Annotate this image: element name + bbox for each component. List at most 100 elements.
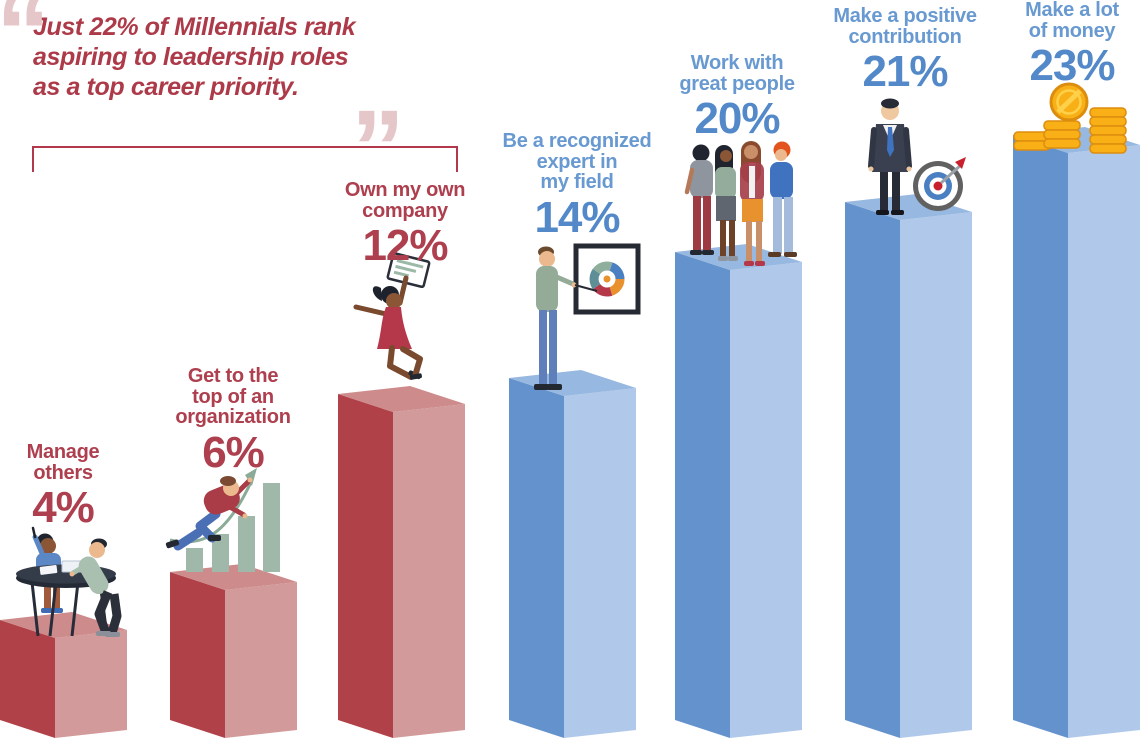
bar-label-recognized-expert: Be a recognized expert in my field 14%	[477, 131, 677, 239]
presenter-shoe	[534, 384, 549, 390]
coin-stack-right	[1089, 107, 1127, 154]
gold-coins-illustration	[1013, 82, 1127, 154]
bar-own-company	[338, 386, 465, 738]
bar-category: Work with great people	[679, 52, 795, 95]
presenter-leg	[549, 310, 557, 385]
leadership-group-bracket	[32, 146, 458, 172]
papers	[39, 565, 58, 575]
bar-label-great-people: Work with great people 20%	[637, 52, 837, 143]
bar-top-face	[845, 194, 972, 220]
bar-lot-of-money	[1013, 127, 1140, 738]
climber-front-leg	[195, 509, 221, 543]
bar-value: 20%	[694, 94, 780, 143]
man-leg	[94, 590, 113, 635]
dart	[939, 162, 964, 185]
donut-chart	[589, 261, 625, 297]
bar-label-positive-contribution: Make a positive contribution 21%	[805, 5, 1005, 96]
bar-label-top-of-organization: Get to the top of an organization 6%	[133, 366, 333, 474]
bar-value: 4%	[32, 483, 95, 532]
bar-right-face	[900, 212, 972, 738]
bar-left-face	[338, 394, 393, 738]
man-arm	[70, 560, 93, 576]
presenter-chart-board-illustration	[534, 243, 641, 390]
bar-top-of-organization	[170, 564, 297, 738]
bar-right-face	[1068, 145, 1140, 738]
step-bar	[263, 483, 280, 572]
suit-arm	[903, 127, 912, 169]
woman-shoe	[52, 608, 63, 613]
climber-arm	[233, 478, 252, 497]
bar-right-face	[564, 388, 636, 738]
person1-shirt	[690, 160, 713, 198]
bar-right-face	[225, 582, 297, 738]
quote-line: aspiring to leadership roles	[33, 43, 349, 71]
presenter-head	[539, 251, 555, 267]
pen-icon	[31, 526, 37, 539]
bar-left-face	[675, 252, 730, 738]
coin-stack-middle	[1043, 120, 1081, 149]
headline-quote: “ Just 22% of Millennials rank aspiring …	[0, 0, 483, 202]
growth-arrowhead	[245, 468, 257, 486]
jumping-woman-certificate-illustration	[353, 252, 431, 380]
ponytail	[372, 286, 382, 301]
bar-positive-contribution	[845, 194, 972, 738]
man-leg	[107, 593, 122, 635]
bar-manage-others	[0, 612, 127, 738]
bar-category: Manage others	[26, 441, 100, 484]
man-shoe	[105, 632, 120, 637]
bar-left-face	[845, 202, 900, 738]
climbing-growth-chart-illustration	[165, 468, 280, 572]
person4-jeans	[784, 197, 793, 254]
pointer-stick	[574, 284, 598, 292]
bar-top-face	[338, 386, 465, 412]
leg	[387, 345, 414, 380]
trousers	[880, 172, 888, 212]
bar-category: Make a positive contribution	[833, 5, 977, 48]
bar-value: 12%	[362, 221, 448, 270]
suit-arm	[868, 127, 877, 169]
bar-great-people	[675, 244, 802, 738]
person2-top	[715, 167, 736, 199]
shoe	[409, 373, 422, 380]
bar-right-face	[55, 630, 127, 738]
table-legs	[30, 581, 109, 637]
team-group-illustration	[684, 141, 797, 266]
woman-head	[40, 538, 56, 554]
climber-shoe	[208, 535, 221, 541]
bar-value: 14%	[534, 192, 620, 242]
bar-category: Get to the top of an organization	[175, 365, 291, 428]
certificate	[386, 252, 431, 289]
quote-line: Just 22% of Millennials rank	[33, 13, 356, 41]
presenter-arm	[549, 272, 576, 287]
bars-layer	[0, 127, 1140, 738]
bar-label-own-company: Own my own company 12%	[305, 179, 505, 270]
bar-recognized-expert	[509, 370, 636, 738]
presenter-shoe	[547, 384, 562, 390]
person2-head	[720, 150, 732, 162]
person4-jeans	[773, 197, 782, 254]
bar-left-face	[0, 620, 55, 738]
trousers	[892, 172, 900, 212]
presenter-leg	[539, 310, 547, 385]
bar-left-face	[170, 572, 225, 738]
bar-value: 21%	[862, 47, 948, 96]
quote-line: as a top career priority.	[33, 73, 299, 101]
bar-right-face	[730, 262, 802, 738]
person1-pants	[693, 196, 701, 252]
climber-shoe	[165, 539, 180, 549]
bar-value: 6%	[202, 427, 265, 477]
step-bar	[212, 534, 229, 572]
meeting-table-illustration	[16, 526, 122, 637]
person4-head	[775, 149, 787, 161]
presenter-sweater	[536, 266, 558, 312]
arm-out	[353, 304, 389, 317]
person1-hair	[692, 144, 710, 162]
head	[386, 293, 402, 309]
bar-left-face	[1013, 135, 1068, 738]
bar-category: Own my own company	[344, 179, 466, 222]
step-bar	[186, 548, 203, 572]
bar-label-lot-of-money: Make a lot of money 23%	[972, 0, 1140, 88]
bar-label-manage-others: Manage others 4%	[0, 441, 163, 532]
bar-right-face	[393, 404, 465, 738]
climber-back-leg	[173, 528, 203, 551]
